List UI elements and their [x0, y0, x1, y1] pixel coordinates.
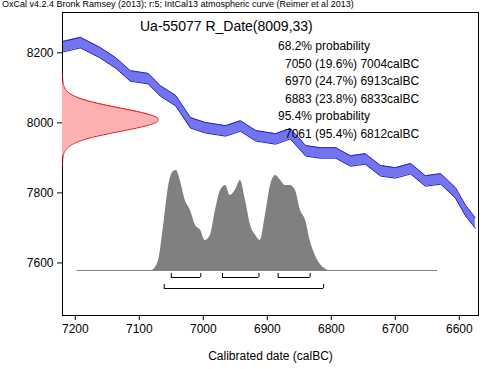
html-text:6883 (23.8%) 6833calBC: 6883 (23.8%) 6833calBC: [285, 91, 420, 106]
html-text:6970 (24.7%) 6913calBC: 6970 (24.7%) 6913calBC: [285, 74, 420, 88]
svg-text:8200: 8200: [27, 46, 54, 60]
html-text:Ua-55077 R_Date(8009,33): Ua-55077 R_Date(8009,33): [140, 18, 313, 34]
svg-text:6900: 6900: [254, 322, 281, 336]
svg-text:6700: 6700: [382, 322, 409, 336]
svg-text:7000: 7000: [190, 322, 217, 336]
html-text:95.4% probability: 95.4% probability: [278, 109, 371, 123]
svg-text:Calibrated date (calBC): Calibrated date (calBC): [208, 349, 333, 363]
svg-text:6600: 6600: [446, 322, 473, 336]
svg-text:7600: 7600: [27, 256, 54, 270]
html-text:7061 (95.4%) 6812calBC: 7061 (95.4%) 6812calBC: [285, 126, 420, 141]
html-text:OxCal v4.2.4 Bronk Ramsey (201: OxCal v4.2.4 Bronk Ramsey (2013); r:5; I…: [2, 0, 354, 9]
svg-text:7100: 7100: [126, 322, 153, 336]
svg-text:7200: 7200: [62, 322, 89, 336]
html-text:7050 (19.6%) 7004calBC: 7050 (19.6%) 7004calBC: [285, 56, 420, 71]
svg-text:8000: 8000: [27, 116, 54, 130]
html-text:68.2% probability: 68.2% probability: [278, 39, 371, 53]
svg-text:6800: 6800: [318, 322, 345, 336]
svg-text:7800: 7800: [27, 186, 54, 200]
